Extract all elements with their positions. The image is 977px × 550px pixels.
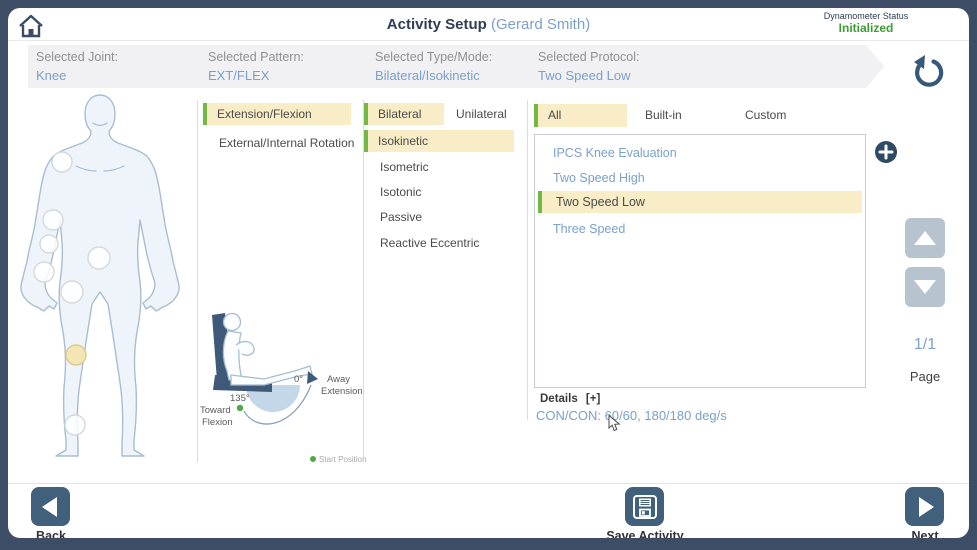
protocol-item-two-speed-high[interactable]: Two Speed High: [553, 171, 645, 185]
page-indicator-label: Page: [909, 369, 941, 384]
add-protocol-button[interactable]: [874, 140, 898, 164]
selected-pattern: Selected Pattern: EXT/FLEX: [208, 50, 304, 83]
divider-mode-protocol: [527, 100, 528, 420]
selected-protocol: Selected Protocol: Two Speed Low: [538, 50, 639, 83]
page-title: Activity Setup (Gerard Smith): [8, 16, 969, 33]
joint-knee-selected[interactable]: [65, 344, 87, 366]
selected-pattern-label: Selected Pattern:: [208, 50, 304, 64]
mode-item-isotonic[interactable]: Isotonic: [380, 185, 422, 199]
page-down-button[interactable]: [905, 267, 945, 307]
details-label: Details: [540, 393, 578, 405]
save-activity-button[interactable]: [625, 487, 664, 526]
joint-hip[interactable]: [87, 246, 111, 270]
save-activity-label: Save Activity: [606, 529, 684, 538]
mode-item-reactive-eccentric[interactable]: Reactive Eccentric: [380, 236, 480, 250]
toward-label-line1: Toward: [200, 405, 231, 416]
pattern-item-external-internal-rotation[interactable]: External/Internal Rotation: [219, 136, 355, 150]
tab-unilateral[interactable]: Unilateral: [456, 107, 507, 121]
selected-protocol-label: Selected Protocol:: [538, 50, 640, 64]
next-button-label: Next: [911, 529, 939, 538]
protocol-item-three-speed[interactable]: Three Speed: [553, 222, 626, 236]
selected-joint-value: Knee: [36, 68, 67, 83]
tab-built-in[interactable]: Built-in: [645, 108, 682, 122]
divider-body-pattern: [197, 100, 198, 462]
range-of-motion-diagram: 0° Away Extension 135° Toward Flexion St…: [198, 305, 370, 478]
tab-bilateral[interactable]: Bilateral: [364, 103, 444, 125]
tab-all[interactable]: All: [534, 104, 627, 127]
selected-type-mode-value: Bilateral/Isokinetic: [375, 68, 480, 83]
protocol-list: IPCS Knee Evaluation Two Speed High Two …: [534, 134, 866, 388]
start-position-marker: [236, 404, 244, 412]
plus-icon: [875, 141, 897, 163]
selected-pattern-value: EXT/FLEX: [208, 68, 270, 83]
details-value: CON/CON: 60/60, 180/180 deg/s: [536, 408, 727, 423]
human-body-icon: [20, 94, 180, 457]
page-title-text: Activity Setup: [386, 16, 487, 33]
toward-label-line2: Flexion: [202, 417, 233, 428]
reset-button[interactable]: [908, 54, 944, 90]
away-label-line1: Away: [327, 374, 350, 385]
arrow-down-icon: [914, 280, 936, 294]
joint-elbow[interactable]: [42, 209, 64, 231]
protocol-item-two-speed-low[interactable]: Two Speed Low: [538, 191, 862, 213]
start-position-legend-label: Start Position: [319, 455, 367, 464]
arrow-up-icon: [914, 231, 936, 245]
back-button-label: Back: [36, 529, 66, 538]
topbar-divider: [8, 40, 969, 41]
footer-divider: [8, 483, 969, 484]
next-button[interactable]: [905, 487, 944, 526]
joint-wrist[interactable]: [33, 261, 55, 283]
reset-icon: [914, 55, 944, 87]
page-title-patient: (Gerard Smith): [491, 16, 591, 33]
tab-custom[interactable]: Custom: [745, 108, 787, 122]
activity-setup-screen: Activity Setup (Gerard Smith) Dynamomete…: [8, 8, 969, 538]
start-position-legend-dot: [310, 456, 316, 462]
mode-item-isometric[interactable]: Isometric: [380, 160, 429, 174]
selected-type-mode: Selected Type/Mode: Bilateral/Isokinetic: [375, 50, 492, 83]
joint-shoulder[interactable]: [51, 151, 73, 173]
divider-pattern-mode: [363, 100, 364, 458]
protocol-item-ipcs-knee-evaluation[interactable]: IPCS Knee Evaluation: [553, 146, 677, 160]
mode-item-isokinetic[interactable]: Isokinetic: [364, 130, 514, 152]
dynamometer-status: Dynamometer Status Initialized: [786, 11, 946, 35]
status-label: Dynamometer Status: [823, 11, 909, 21]
extension-end-marker: [307, 371, 318, 384]
motion-arc-sector: [246, 385, 300, 412]
save-floppy-icon: [632, 494, 657, 519]
mode-item-passive[interactable]: Passive: [380, 210, 423, 224]
page-up-button[interactable]: [905, 218, 945, 258]
arrow-right-icon: [918, 496, 934, 517]
back-button[interactable]: [31, 487, 70, 526]
joint-thigh[interactable]: [60, 280, 84, 304]
motion-arc-arrow: [243, 384, 312, 425]
home-button[interactable]: [16, 12, 46, 40]
angle-zero-label: 0°: [294, 374, 303, 385]
mouse-cursor-icon: [608, 414, 621, 437]
body-figure: [18, 92, 198, 469]
arrow-left-icon: [41, 496, 57, 517]
selected-protocol-value: Two Speed Low: [538, 68, 631, 83]
pattern-item-extension-flexion[interactable]: Extension/Flexion: [203, 103, 351, 125]
selected-joint-label: Selected Joint:: [36, 50, 118, 64]
selection-banner: Selected Joint: Knee Selected Pattern: E…: [28, 45, 884, 88]
selected-joint: Selected Joint: Knee: [36, 50, 118, 83]
away-label-line2: Extension: [321, 386, 363, 397]
angle-start-label: 135°: [230, 393, 250, 404]
status-value: Initialized: [838, 21, 894, 35]
joint-forearm[interactable]: [39, 234, 59, 254]
home-icon: [19, 14, 43, 38]
selected-type-mode-label: Selected Type/Mode:: [375, 50, 493, 64]
details-expand-toggle[interactable]: [+]: [585, 393, 601, 405]
page-indicator: 1/1: [913, 336, 937, 353]
seated-person-icon: [222, 312, 313, 386]
joint-ankle[interactable]: [64, 414, 86, 436]
details-header[interactable]: Details [+]: [540, 393, 600, 405]
